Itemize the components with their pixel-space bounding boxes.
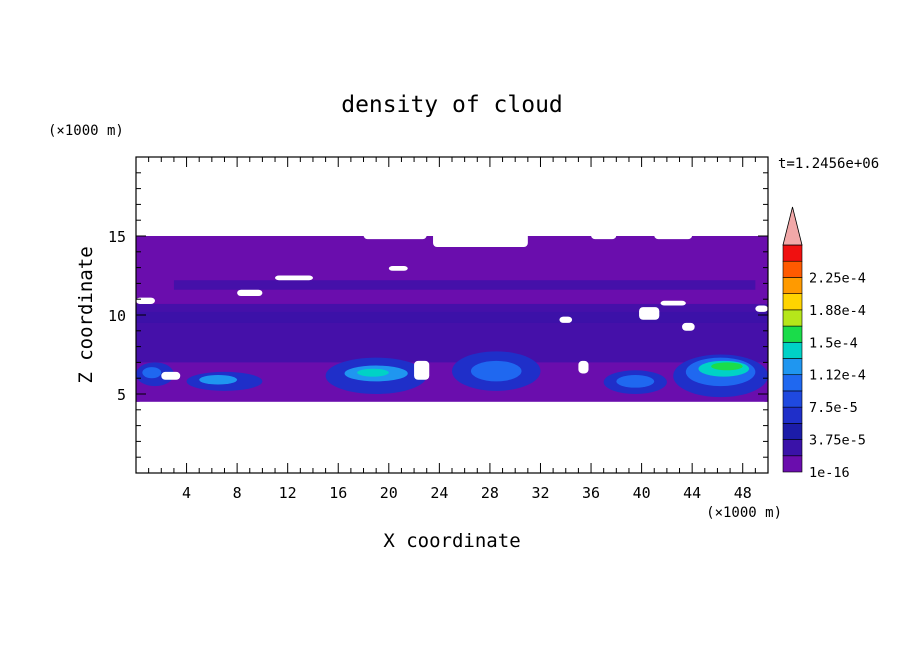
y-tick-label: 5 xyxy=(117,386,126,404)
clear-air-gap xyxy=(136,157,768,236)
colorbar-extend-arrow xyxy=(782,206,803,246)
chart-title: density of cloud xyxy=(341,92,563,118)
colorbar-swatch xyxy=(782,455,803,473)
clear-air-gap xyxy=(275,275,313,281)
x-tick-label: 16 xyxy=(329,484,347,502)
contour-band xyxy=(173,280,756,290)
clear-air-gap xyxy=(161,371,181,380)
x-tick-label: 40 xyxy=(633,484,651,502)
colorbar-label: 1.5e-4 xyxy=(809,335,858,351)
colorbar-swatch xyxy=(782,406,803,424)
colorbar-swatch xyxy=(782,423,803,440)
y-tick-label: 15 xyxy=(108,228,126,246)
contour-cell xyxy=(470,360,522,382)
x-tick-label: 36 xyxy=(582,484,600,502)
colorbar-swatch xyxy=(782,244,803,262)
y-tick-label: 10 xyxy=(108,307,126,325)
x-tick-label: 8 xyxy=(233,484,242,502)
colorbar-label: 1e-16 xyxy=(809,465,850,481)
contour-cell xyxy=(711,362,743,371)
clear-air-gap xyxy=(682,322,695,331)
clear-air-gap xyxy=(136,401,768,473)
clear-air-gap xyxy=(136,297,155,304)
x-axis-label: X coordinate xyxy=(383,530,520,552)
colorbar-swatch xyxy=(782,260,803,278)
clear-air-gap xyxy=(414,360,430,380)
colorbar-swatch xyxy=(782,358,803,376)
x-tick-label: 44 xyxy=(683,484,701,502)
colorbar-label: 3.75e-5 xyxy=(809,433,866,449)
colorbar-swatch xyxy=(782,277,803,294)
y-axis-label: Z coordinate xyxy=(75,246,97,383)
contour-cell xyxy=(142,367,162,379)
x-axis-unit: (×1000 m) xyxy=(706,505,782,521)
x-tick-label: 20 xyxy=(380,484,398,502)
x-tick-label: 4 xyxy=(182,484,191,502)
colorbar-swatch xyxy=(782,325,803,343)
clear-air-gap xyxy=(237,289,263,297)
colorbar-swatch xyxy=(782,341,803,359)
time-label: t=1.2456e+06 xyxy=(778,156,879,172)
x-tick-label: 48 xyxy=(734,484,752,502)
clear-air-gap xyxy=(755,305,768,312)
colorbar-label: 1.12e-4 xyxy=(809,368,866,384)
y-axis: 5 10 15 xyxy=(108,172,768,458)
colorbar-swatch xyxy=(782,309,803,327)
contour-cell xyxy=(357,368,389,377)
colorbar-label: 2.25e-4 xyxy=(809,270,866,286)
contour-field xyxy=(136,236,768,402)
clear-air-gap xyxy=(388,266,408,271)
clear-air-gap xyxy=(639,307,660,320)
x-tick-label: 12 xyxy=(279,484,297,502)
clear-air-gap xyxy=(660,300,686,306)
x-tick-label: 28 xyxy=(481,484,499,502)
colorbar-swatch xyxy=(782,293,803,311)
contour-band xyxy=(136,303,768,323)
colorbar-label: 1.88e-4 xyxy=(809,303,866,319)
colorbar-swatch xyxy=(782,390,803,408)
x-tick-label: 24 xyxy=(430,484,448,502)
colorbar-label: 7.5e-5 xyxy=(809,400,858,416)
x-axis: 4 8 12 16 20 24 28 32 36 40 44 48 xyxy=(148,157,756,502)
contour-cell xyxy=(616,375,655,388)
colorbar: 1e-16 3.75e-5 7.5e-5 1.12e-4 1.5e-4 1.88e-4 2.… xyxy=(782,206,866,481)
clear-air-gap xyxy=(559,316,573,323)
clear-air-gap xyxy=(578,360,589,374)
y-axis-unit: (×1000 m) xyxy=(48,123,124,139)
clear-air-gaps xyxy=(136,157,768,473)
colorbar-swatch xyxy=(782,439,803,457)
x-tick-label: 32 xyxy=(531,484,549,502)
colorbar-swatch xyxy=(782,374,803,392)
contour-cell xyxy=(199,375,238,385)
